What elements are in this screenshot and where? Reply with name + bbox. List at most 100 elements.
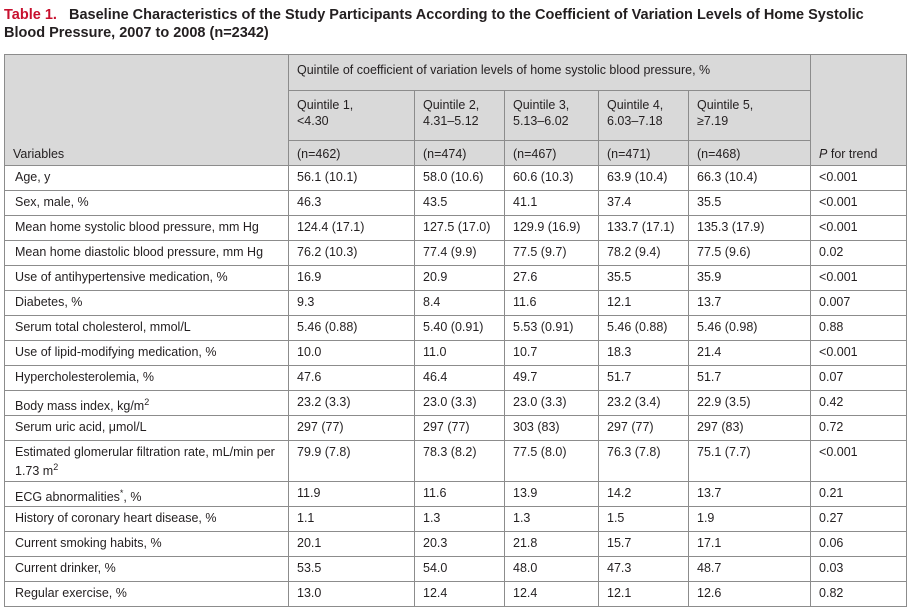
quintile-4-value: 15.7 <box>598 531 689 557</box>
quintile-2-value: 11.0 <box>414 340 505 366</box>
quintile-4-value: 23.2 (3.4) <box>598 390 689 416</box>
quintile-1-value: 76.2 (10.3) <box>288 240 415 266</box>
quintile-4-value: 5.46 (0.88) <box>598 315 689 341</box>
table-row: Sex, male, % 46.3 43.5 41.1 37.4 35.5 <0.001 <box>4 190 908 216</box>
table-row: Mean home systolic blood pressure, mm Hg… <box>4 215 908 241</box>
quintile-3-value: 129.9 (16.9) <box>504 215 599 241</box>
header-quintile-span: Quintile of coefficient of variation lev… <box>287 54 812 91</box>
quintile-1-value: 46.3 <box>288 190 415 216</box>
quintile-label: Quintile 4, <box>607 97 664 112</box>
quintile-5-value: 135.3 (17.9) <box>687 215 812 241</box>
variable-superscript: * <box>119 488 124 498</box>
quintile-4-value: 14.2 <box>598 481 689 507</box>
quintile-5-value: 51.7 <box>687 365 812 391</box>
quintile-5-value: 35.9 <box>687 265 812 291</box>
variable-label: Serum uric acid, μmol/L <box>15 420 147 434</box>
header-variables: Variables <box>4 54 289 166</box>
p-trend-value: <0.001 <box>810 440 908 482</box>
quintile-5-value: 21.4 <box>687 340 812 366</box>
quintile-2-value: 5.40 (0.91) <box>414 315 505 341</box>
variable-label-suffix: , % <box>123 490 142 505</box>
quintile-3-value: 77.5 (9.7) <box>504 240 599 266</box>
quintile-range: 4.31–5.12 <box>423 113 479 128</box>
quintile-2-value: 8.4 <box>414 290 505 316</box>
quintile-1-value: 23.2 (3.3) <box>288 390 415 416</box>
quintile-3-value: 49.7 <box>504 365 599 391</box>
baseline-characteristics-table: Variables Quintile of coefficient of var… <box>4 54 908 607</box>
quintile-2-value: 54.0 <box>414 556 505 582</box>
quintile-2-value: 46.4 <box>414 365 505 391</box>
quintile-5-value: 5.46 (0.98) <box>687 315 812 341</box>
variable-label: Diabetes, % <box>15 295 83 309</box>
quintile-1-value: 9.3 <box>288 290 415 316</box>
variable-cell: Serum uric acid, μmol/L <box>4 415 289 441</box>
quintile-3-value: 23.0 (3.3) <box>504 390 599 416</box>
quintile-5-value: 13.7 <box>687 481 812 507</box>
quintile-2-value: 12.4 <box>414 581 505 607</box>
quintile-4-value: 47.3 <box>598 556 689 582</box>
variable-superscript: 2 <box>144 397 150 407</box>
quintile-1-value: 11.9 <box>288 481 415 507</box>
quintile-4-value: 18.3 <box>598 340 689 366</box>
header-n-1: (n=462) <box>288 139 415 167</box>
variable-label: History of coronary heart disease, % <box>15 511 217 525</box>
header-quintile-1: Quintile 1, <4.30 <box>288 89 415 141</box>
variable-label: Estimated glomerular filtration rate, mL… <box>15 445 275 479</box>
quintile-3-value: 13.9 <box>504 481 599 507</box>
quintile-1-value: 1.1 <box>288 506 415 532</box>
header-n-row: (n=462) (n=474) (n=467) (n=471) (n=468) <box>5 139 907 167</box>
table-row: Hypercholesterolemia, % 47.6 46.4 49.7 51.7 5… <box>4 365 908 391</box>
quintile-5-value: 77.5 (9.6) <box>687 240 812 266</box>
variable-superscript: 2 <box>53 462 59 472</box>
p-trend-value: <0.001 <box>810 265 908 291</box>
quintile-2-value: 1.3 <box>414 506 505 532</box>
header-p-for-trend: P for trend <box>810 54 908 166</box>
quintile-4-value: 297 (77) <box>598 415 689 441</box>
quintile-4-value: 133.7 (17.1) <box>598 215 689 241</box>
table-header: Variables Quintile of coefficient of var… <box>4 54 908 167</box>
quintile-4-value: 35.5 <box>598 265 689 291</box>
quintile-5-value: 75.1 (7.7) <box>687 440 812 482</box>
quintile-1-value: 20.1 <box>288 531 415 557</box>
header-n-5: (n=468) <box>687 139 812 167</box>
variable-label: Use of lipid-modifying medication, % <box>15 345 217 359</box>
quintile-5-value: 22.9 (3.5) <box>687 390 812 416</box>
quintile-3-value: 12.4 <box>504 581 599 607</box>
header-quintile-row: Quintile 1, <4.30 Quintile 2, 4.31–5.12 Quin… <box>5 89 907 141</box>
quintile-2-value: 77.4 (9.9) <box>414 240 505 266</box>
quintile-5-value: 13.7 <box>687 290 812 316</box>
variable-cell: Hypercholesterolemia, % <box>4 365 289 391</box>
quintile-3-value: 10.7 <box>504 340 599 366</box>
variable-cell: Diabetes, % <box>4 290 289 316</box>
table-row: Use of antihypertensive medication, % 16.… <box>4 265 908 291</box>
p-trend-value: 0.88 <box>810 315 908 341</box>
quintile-3-value: 41.1 <box>504 190 599 216</box>
table-label: Table 1. <box>4 7 57 23</box>
quintile-label: Quintile 5, <box>697 97 754 112</box>
variable-cell: Mean home systolic blood pressure, mm Hg <box>4 215 289 241</box>
header-quintile-3: Quintile 3, 5.13–6.02 <box>504 89 599 141</box>
table-title: Baseline Characteristics of the Study Pa… <box>4 7 864 41</box>
p-trend-value: 0.07 <box>810 365 908 391</box>
quintile-2-value: 297 (77) <box>414 415 505 441</box>
header-n-3: (n=467) <box>504 139 599 167</box>
variable-label: Serum total cholesterol, mmol/L <box>15 320 191 334</box>
quintile-5-value: 17.1 <box>687 531 812 557</box>
variable-label: Regular exercise, % <box>15 586 127 600</box>
quintile-2-value: 78.3 (8.2) <box>414 440 505 482</box>
quintile-2-value: 43.5 <box>414 190 505 216</box>
p-trend-value: 0.03 <box>810 556 908 582</box>
quintile-5-value: 1.9 <box>687 506 812 532</box>
quintile-4-value: 63.9 (10.4) <box>598 165 689 191</box>
quintile-2-value: 11.6 <box>414 481 505 507</box>
p-trend-value: 0.007 <box>810 290 908 316</box>
variable-cell: Serum total cholesterol, mmol/L <box>4 315 289 341</box>
quintile-label: Quintile 3, <box>513 97 570 112</box>
table-row: Diabetes, % 9.3 8.4 11.6 12.1 13.7 0.007 <box>4 290 908 316</box>
variable-cell: Sex, male, % <box>4 190 289 216</box>
variable-cell: Use of lipid-modifying medication, % <box>4 340 289 366</box>
quintile-4-value: 1.5 <box>598 506 689 532</box>
variable-cell: History of coronary heart disease, % <box>4 506 289 532</box>
quintile-1-value: 79.9 (7.8) <box>288 440 415 482</box>
quintile-3-value: 60.6 (10.3) <box>504 165 599 191</box>
